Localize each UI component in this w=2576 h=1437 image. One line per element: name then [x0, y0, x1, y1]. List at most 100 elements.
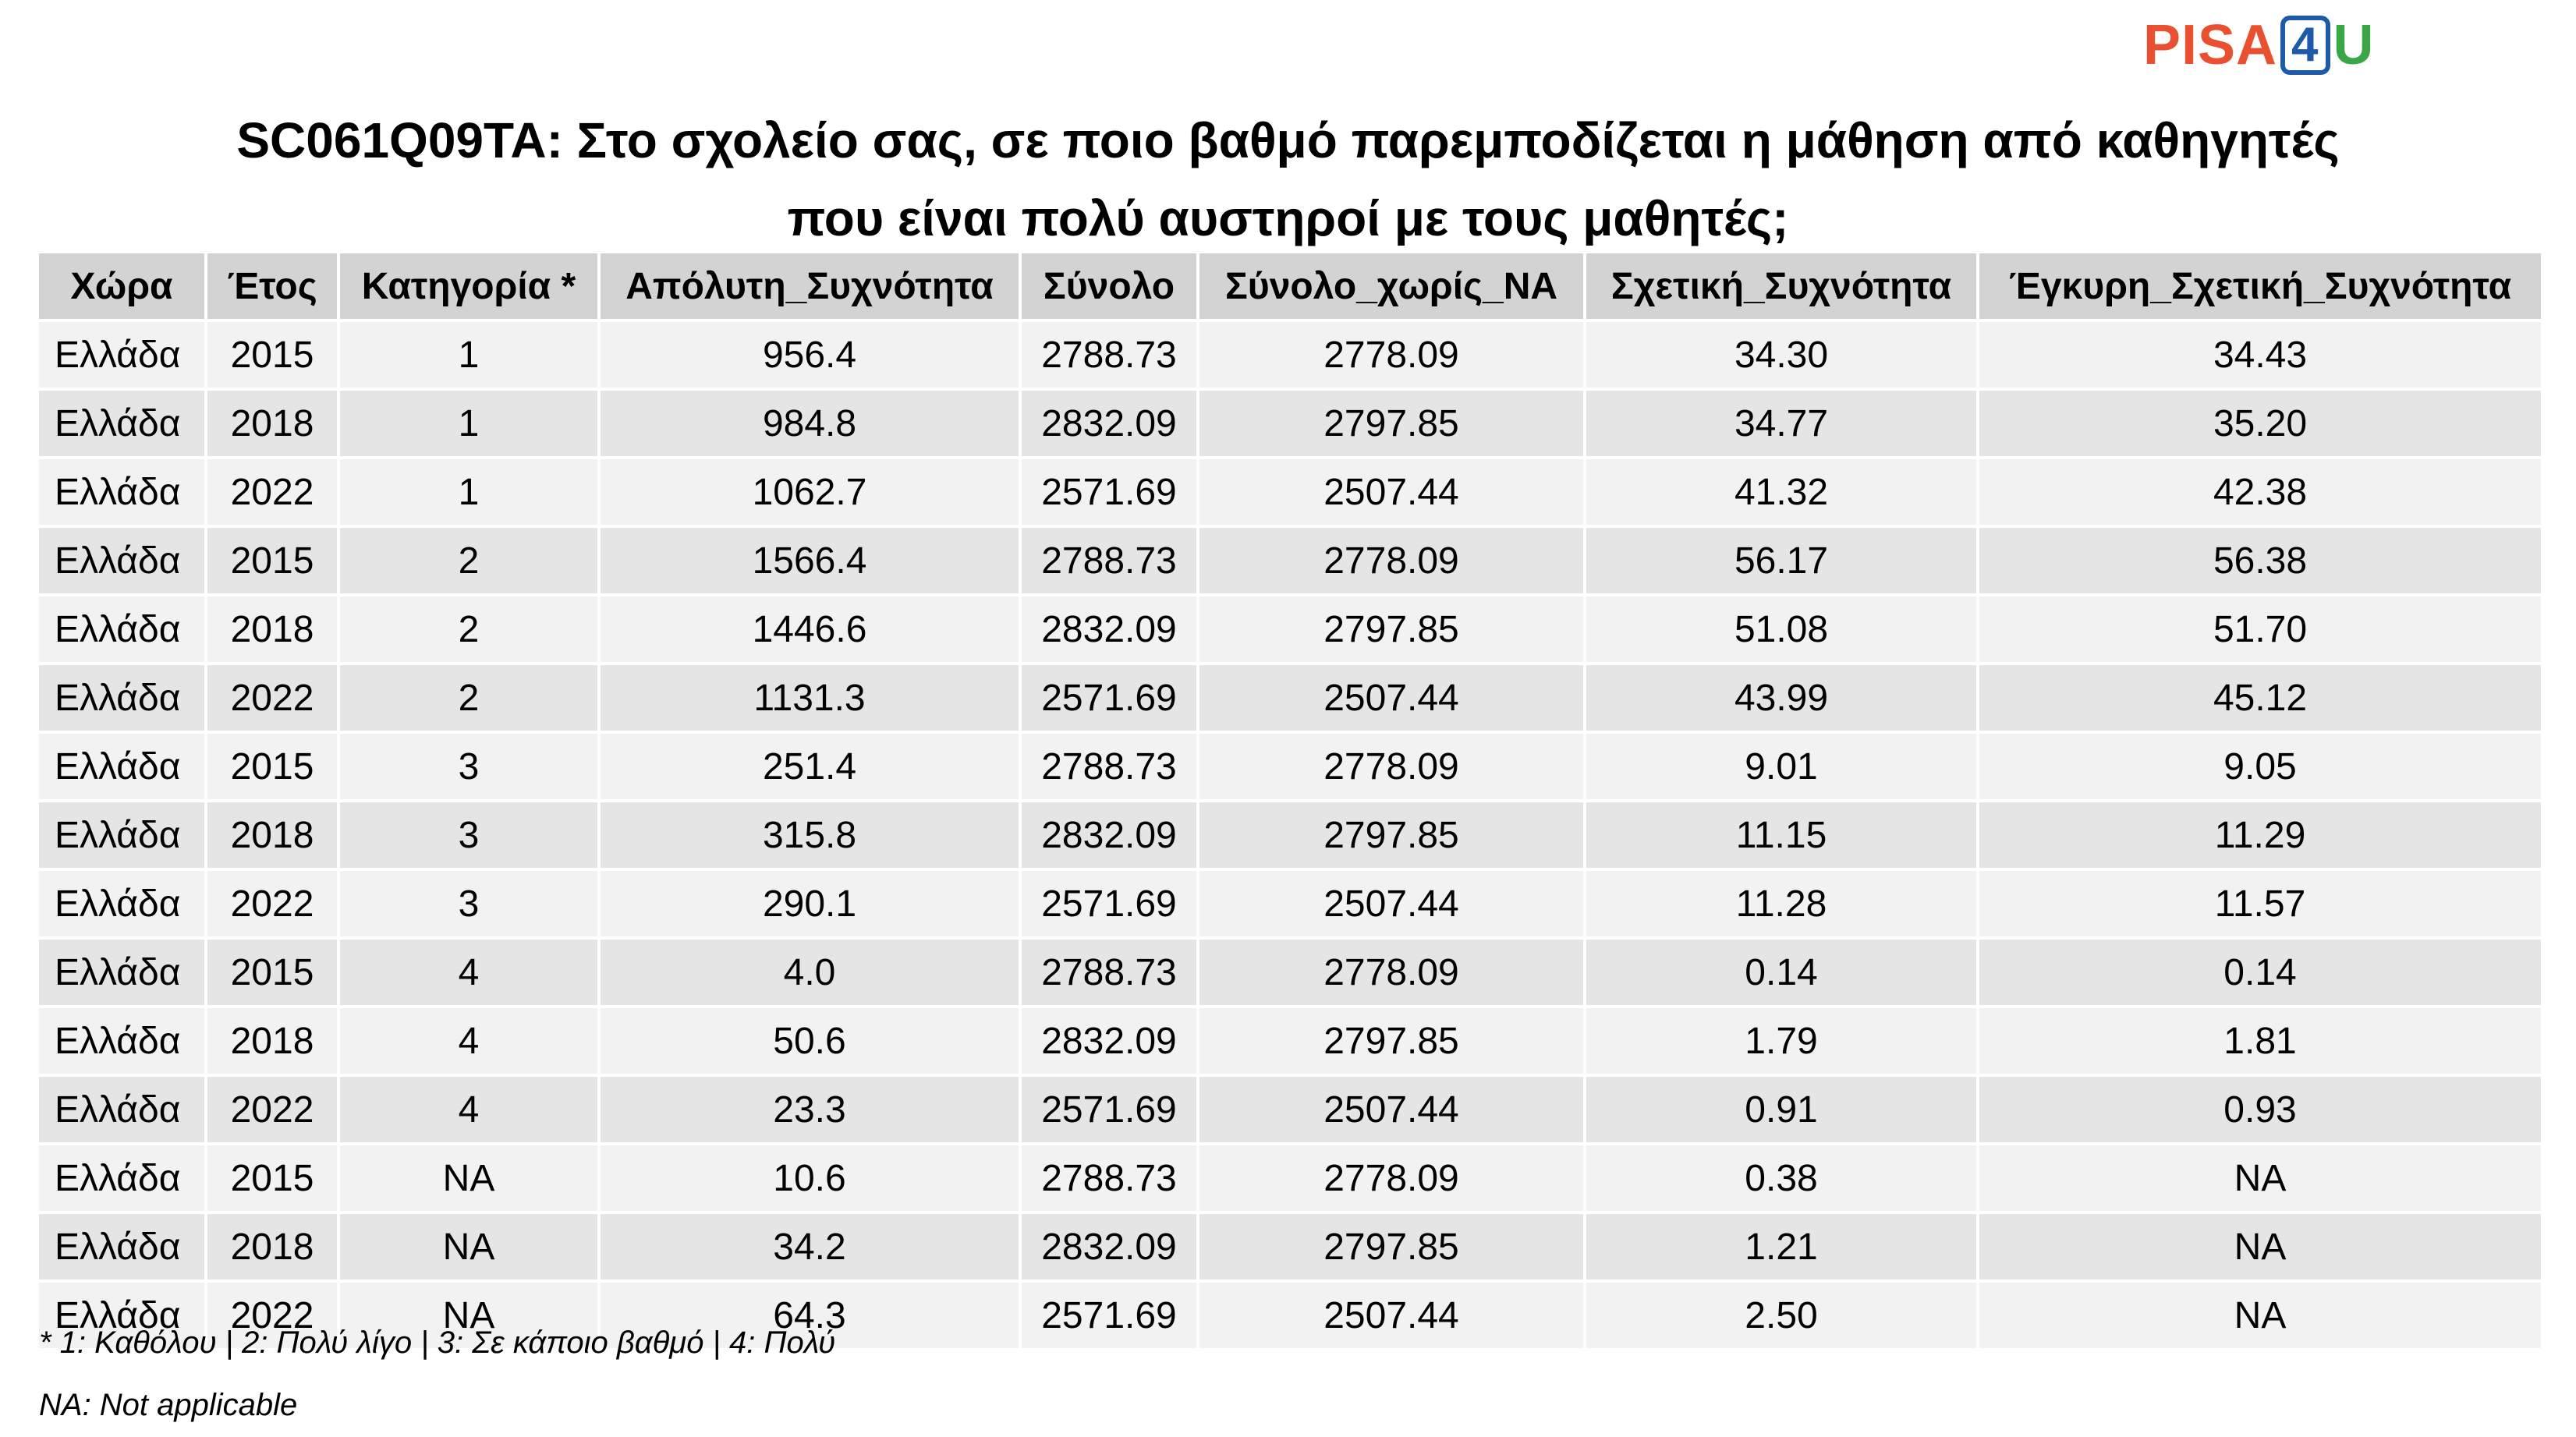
cell-valid-relative-frequency: 9.05	[1979, 734, 2544, 802]
cell-total: 2571.69	[1022, 1283, 1199, 1351]
cell-category: NA	[340, 1145, 601, 1214]
cell-country: Ελλάδα	[39, 459, 207, 528]
cell-year: 2022	[207, 1283, 340, 1351]
cell-relative-frequency: 11.15	[1586, 802, 1979, 871]
table-row: Ελλάδα 2018 NA 34.2 2832.09 2797.85 1.21 NA	[39, 1214, 2544, 1283]
cell-year: 2018	[207, 802, 340, 871]
cell-total: 2788.73	[1022, 528, 1199, 596]
cell-valid-relative-frequency: 56.38	[1979, 528, 2544, 596]
cell-valid-relative-frequency: 11.29	[1979, 802, 2544, 871]
footnote-categories: * 1: Καθόλου | 2: Πολύ λίγο | 3: Σε κάπο…	[39, 1326, 836, 1360]
cell-relative-frequency: 1.21	[1586, 1214, 1979, 1283]
cell-category: 2	[340, 528, 601, 596]
header-total: Σύνολο	[1022, 253, 1199, 322]
cell-country: Ελλάδα	[39, 1008, 207, 1077]
cell-valid-relative-frequency: 45.12	[1979, 665, 2544, 734]
cell-country: Ελλάδα	[39, 665, 207, 734]
page-title: SC061Q09TA: Στο σχολείο σας, σε ποιο βαθ…	[0, 101, 2576, 257]
cell-absolute-frequency: 290.1	[601, 871, 1022, 940]
cell-absolute-frequency: 50.6	[601, 1008, 1022, 1077]
cell-total-without-na: 2507.44	[1199, 665, 1586, 734]
cell-relative-frequency: 2.50	[1586, 1283, 1979, 1351]
header-total-without-na: Σύνολο_χωρίς_NA	[1199, 253, 1586, 322]
cell-relative-frequency: 34.30	[1586, 322, 1979, 391]
cell-year: 2022	[207, 665, 340, 734]
logo-text-4: 4	[2280, 16, 2330, 75]
cell-total: 2832.09	[1022, 1008, 1199, 1077]
cell-category: 3	[340, 871, 601, 940]
cell-absolute-frequency: 1131.3	[601, 665, 1022, 734]
cell-year: 2015	[207, 322, 340, 391]
cell-country: Ελλάδα	[39, 940, 207, 1008]
cell-relative-frequency: 43.99	[1586, 665, 1979, 734]
cell-total: 2571.69	[1022, 459, 1199, 528]
cell-absolute-frequency: 1566.4	[601, 528, 1022, 596]
cell-total-without-na: 2797.85	[1199, 391, 1586, 459]
cell-category: 4	[340, 1077, 601, 1145]
table-row: Ελλάδα 2018 4 50.6 2832.09 2797.85 1.79 1.81	[39, 1008, 2544, 1077]
cell-year: 2022	[207, 459, 340, 528]
header-year: Έτος	[207, 253, 340, 322]
cell-category: 1	[340, 322, 601, 391]
cell-category: 2	[340, 596, 601, 665]
cell-relative-frequency: 0.91	[1586, 1077, 1979, 1145]
header-valid-relative-frequency: Έγκυρη_Σχετική_Συχνότητα	[1979, 253, 2544, 322]
cell-relative-frequency: 9.01	[1586, 734, 1979, 802]
cell-country: Ελλάδα	[39, 391, 207, 459]
title-line-2: που είναι πολύ αυστηροί με τους μαθητές;	[787, 190, 1789, 246]
cell-total-without-na: 2797.85	[1199, 802, 1586, 871]
cell-valid-relative-frequency: 0.14	[1979, 940, 2544, 1008]
cell-valid-relative-frequency: 1.81	[1979, 1008, 2544, 1077]
cell-valid-relative-frequency: 11.57	[1979, 871, 2544, 940]
cell-valid-relative-frequency: NA	[1979, 1145, 2544, 1214]
cell-absolute-frequency: 23.3	[601, 1077, 1022, 1145]
cell-category: 4	[340, 1008, 601, 1077]
cell-category: 2	[340, 665, 601, 734]
table-row: Ελλάδα 2022 3 290.1 2571.69 2507.44 11.28 11.57	[39, 871, 2544, 940]
cell-absolute-frequency: 251.4	[601, 734, 1022, 802]
cell-year: 2015	[207, 528, 340, 596]
cell-year: 2018	[207, 596, 340, 665]
cell-total: 2832.09	[1022, 391, 1199, 459]
header-absolute-frequency: Απόλυτη_Συχνότητα	[601, 253, 1022, 322]
cell-relative-frequency: 0.14	[1586, 940, 1979, 1008]
cell-total-without-na: 2797.85	[1199, 596, 1586, 665]
cell-country: Ελλάδα	[39, 1077, 207, 1145]
cell-category: 1	[340, 391, 601, 459]
table-header-row: Χώρα Έτος Κατηγορία * Απόλυτη_Συχνότητα Σύνο…	[39, 253, 2544, 322]
cell-absolute-frequency: 1062.7	[601, 459, 1022, 528]
cell-category: 1	[340, 459, 601, 528]
table-row: Ελλάδα 2018 2 1446.6 2832.09 2797.85 51.08 51.7…	[39, 596, 2544, 665]
table-body: Ελλάδα 2015 1 956.4 2788.73 2778.09 34.30 34.43…	[39, 322, 2544, 1351]
cell-total: 2788.73	[1022, 940, 1199, 1008]
cell-relative-frequency: 11.28	[1586, 871, 1979, 940]
cell-total-without-na: 2507.44	[1199, 459, 1586, 528]
cell-absolute-frequency: 956.4	[601, 322, 1022, 391]
logo-text-u: U	[2333, 14, 2375, 76]
cell-absolute-frequency: 64.3	[601, 1283, 1022, 1351]
cell-total-without-na: 2507.44	[1199, 1283, 1586, 1351]
cell-country: Ελλάδα	[39, 1283, 207, 1351]
cell-relative-frequency: 56.17	[1586, 528, 1979, 596]
cell-year: 2022	[207, 871, 340, 940]
cell-category: NA	[340, 1214, 601, 1283]
cell-total-without-na: 2778.09	[1199, 322, 1586, 391]
cell-category: 3	[340, 734, 601, 802]
table-row: Ελλάδα 2022 1 1062.7 2571.69 2507.44 41.32 42.3…	[39, 459, 2544, 528]
cell-total: 2571.69	[1022, 665, 1199, 734]
cell-valid-relative-frequency: 42.38	[1979, 459, 2544, 528]
cell-country: Ελλάδα	[39, 322, 207, 391]
footnote-na: NA: Not applicable	[39, 1388, 298, 1422]
cell-absolute-frequency: 315.8	[601, 802, 1022, 871]
cell-country: Ελλάδα	[39, 1214, 207, 1283]
cell-total-without-na: 2778.09	[1199, 940, 1586, 1008]
cell-year: 2015	[207, 940, 340, 1008]
cell-absolute-frequency: 34.2	[601, 1214, 1022, 1283]
header-category: Κατηγορία *	[340, 253, 601, 322]
header-country: Χώρα	[39, 253, 207, 322]
cell-relative-frequency: 34.77	[1586, 391, 1979, 459]
frequency-table: Χώρα Έτος Κατηγορία * Απόλυτη_Συχνότητα Σύνο…	[39, 253, 2544, 1351]
cell-total: 2832.09	[1022, 802, 1199, 871]
table-row: Ελλάδα 2022 NA 64.3 2571.69 2507.44 2.50 NA	[39, 1283, 2544, 1351]
cell-total-without-na: 2778.09	[1199, 528, 1586, 596]
